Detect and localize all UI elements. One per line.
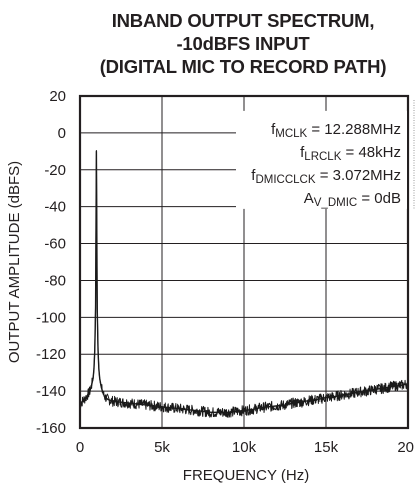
annotation-symbol: f xyxy=(251,167,256,184)
y-axis-ticks: 20 0 -20 -40 -60 -80 -100 -120 -140 -160 xyxy=(36,88,66,437)
y-tick-label: -140 xyxy=(36,383,66,400)
y-tick-label: -160 xyxy=(36,420,66,437)
plot-frame xyxy=(78,94,410,430)
y-tick-label: -20 xyxy=(44,162,66,179)
annotation-subscript: V_DMIC xyxy=(314,197,357,209)
series-noise-band xyxy=(79,149,409,418)
y-tick-label: -40 xyxy=(44,199,66,216)
y-tick-label: -60 xyxy=(44,236,66,253)
annotation-symbol: f xyxy=(300,144,305,161)
data-series xyxy=(79,149,409,418)
annotation-symbol: f xyxy=(271,121,276,138)
chart-title-line: (DIGITAL MIC TO RECORD PATH) xyxy=(100,56,387,77)
x-axis-ticks: 0 5k 10k 15k 20 xyxy=(76,439,414,456)
x-tick-label: 0 xyxy=(76,439,84,456)
annotation-symbol: A xyxy=(304,190,314,207)
y-tick-label: -120 xyxy=(36,346,66,363)
x-tick-label: 5k xyxy=(154,439,170,456)
x-tick-label: 10k xyxy=(232,439,257,456)
chart-title-line: INBAND OUTPUT SPECTRUM, xyxy=(112,10,375,31)
y-tick-label: -100 xyxy=(36,309,66,326)
chart-title: INBAND OUTPUT SPECTRUM,-10dBFS INPUT(DIG… xyxy=(100,10,387,77)
chart-title-line: -10dBFS INPUT xyxy=(176,33,310,54)
annotation-value: = 3.072MHz xyxy=(316,167,401,184)
annotation-line: fDMICCLCK = 3.072MHz xyxy=(251,167,401,186)
annotation-value: = 12.288MHz xyxy=(307,121,401,138)
annotation-subscript: DMICCLCK xyxy=(255,174,315,186)
annotation-subscript: LRCLK xyxy=(304,151,341,163)
annotation-background xyxy=(236,110,407,209)
y-tick-label: -80 xyxy=(44,272,66,289)
x-tick-label: 20 xyxy=(397,439,414,456)
annotation-line: fLRCLK = 48kHz xyxy=(300,144,401,163)
y-tick-label: 0 xyxy=(58,125,66,142)
x-axis-label: FREQUENCY (Hz) xyxy=(183,467,309,484)
annotation-line: fMCLK = 12.288MHz xyxy=(271,121,401,140)
annotation-value: = 48kHz xyxy=(341,144,401,161)
annotation-value: = 0dB xyxy=(357,190,401,207)
y-axis-label: OUTPUT AMPLITUDE (dBFS) xyxy=(6,161,23,363)
annotation-line: AV_DMIC = 0dB xyxy=(304,190,401,209)
x-tick-label: 15k xyxy=(314,439,339,456)
y-tick-label: 20 xyxy=(49,88,66,105)
annotation-subscript: MCLK xyxy=(275,128,307,140)
